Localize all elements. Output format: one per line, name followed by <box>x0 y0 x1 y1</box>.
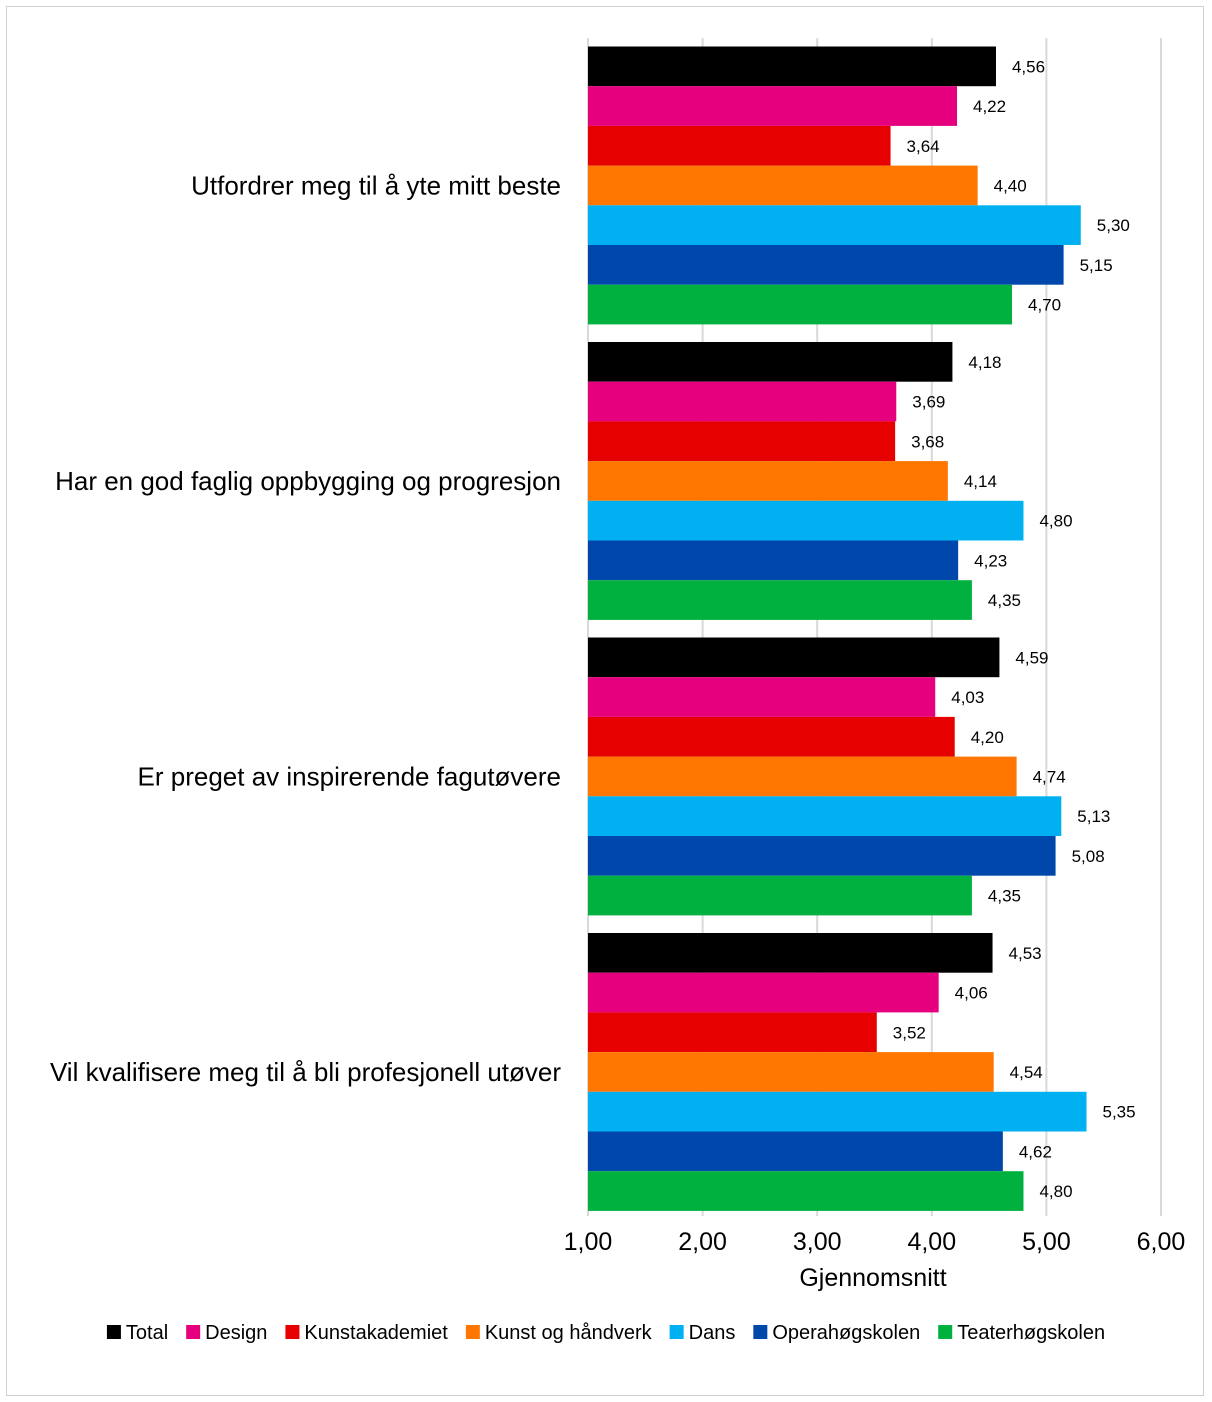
bar-value-label: 5,15 <box>1080 256 1113 275</box>
x-axis-title: Gjennomsnitt <box>799 1264 946 1292</box>
legend-label: Operahøgskolen <box>772 1322 920 1344</box>
bar <box>588 461 948 501</box>
bar-value-label: 4,35 <box>988 591 1021 610</box>
chart-frame <box>6 6 1204 1396</box>
bar-value-label: 4,18 <box>968 353 1001 372</box>
bar <box>588 1091 1087 1132</box>
bar <box>588 933 993 973</box>
category-label: Er preget av inspirerende fagutøvere <box>138 761 561 791</box>
bar <box>588 421 896 462</box>
bar-value-label: 4,06 <box>955 984 988 1003</box>
bar <box>588 580 972 620</box>
legend-swatch <box>669 1325 684 1339</box>
category-label: Vil kvalifisere meg til å bli profesjone… <box>50 1057 561 1087</box>
bar-value-label: 4,23 <box>974 551 1007 570</box>
bar-value-label: 4,35 <box>988 887 1021 906</box>
legend-label: Dans <box>689 1322 736 1344</box>
bar <box>588 796 1062 836</box>
legend-label: Kunstakademiet <box>304 1322 448 1344</box>
bar <box>588 756 1017 797</box>
legend-label: Teaterhøgskolen <box>957 1322 1105 1344</box>
x-tick-label: 5,00 <box>1022 1228 1071 1256</box>
bar <box>588 125 891 166</box>
bar-value-label: 4,20 <box>971 728 1004 747</box>
bar <box>588 205 1081 245</box>
bar-value-label: 5,30 <box>1097 216 1130 235</box>
bar-value-label: 3,64 <box>907 137 940 156</box>
bar <box>588 381 897 422</box>
bar <box>588 716 955 757</box>
legend-label: Kunst og håndverk <box>485 1322 653 1344</box>
x-tick-label: 1,00 <box>564 1228 613 1256</box>
bar-value-label: 4,62 <box>1019 1142 1052 1161</box>
bar-value-label: 5,08 <box>1072 847 1105 866</box>
bar <box>588 540 959 581</box>
bar <box>588 165 978 206</box>
x-tick-labels: 1,00 2,00 3,00 4,00 5,00 6,00 <box>564 1228 1186 1256</box>
bar-value-label: 4,59 <box>1015 648 1048 667</box>
bar-value-label: 3,68 <box>911 432 944 451</box>
bars <box>588 46 1087 1211</box>
bar-value-label: 3,52 <box>893 1023 926 1042</box>
bar <box>588 1012 877 1053</box>
legend-label: Design <box>205 1322 267 1344</box>
bar <box>588 245 1064 285</box>
bar-value-label: 4,22 <box>973 97 1006 116</box>
bar <box>588 284 1013 325</box>
bar <box>588 1052 994 1092</box>
legend: Total Design Kunstakademiet Kunst og håndve… <box>106 1322 1105 1344</box>
legend-swatch <box>938 1325 953 1339</box>
bar-value-label: 5,35 <box>1103 1103 1136 1122</box>
data-labels: 4,56 4,22 3,64 4,40 5,30 5,15 4,70 4,18 3,69 3,68… <box>893 57 1136 1201</box>
bar-value-label: 4,40 <box>994 176 1027 195</box>
bar-value-label: 5,13 <box>1077 807 1110 826</box>
bar <box>588 637 1000 678</box>
x-tick-label: 6,00 <box>1137 1228 1186 1256</box>
legend-swatch <box>465 1325 480 1339</box>
bar-value-label: 3,69 <box>912 393 945 412</box>
bar <box>588 46 996 87</box>
bar-value-label: 4,53 <box>1009 944 1042 963</box>
bar <box>588 500 1024 541</box>
x-tick-label: 4,00 <box>907 1228 956 1256</box>
bar <box>588 972 939 1013</box>
x-tick-label: 2,00 <box>678 1228 727 1256</box>
x-tick-label: 3,00 <box>793 1228 842 1256</box>
legend-swatch <box>106 1325 121 1339</box>
bar-value-label: 4,56 <box>1012 57 1045 76</box>
legend-swatch <box>285 1325 300 1339</box>
category-label: Har en god faglig oppbygging og progresj… <box>55 466 561 496</box>
bar <box>588 342 953 382</box>
bar-value-label: 4,54 <box>1010 1063 1043 1082</box>
bar <box>588 677 936 717</box>
category-labels: Utfordrer meg til å yte mitt beste Har en… <box>50 170 561 1086</box>
bar <box>588 836 1056 876</box>
bar-value-label: 4,70 <box>1028 296 1061 315</box>
bar-value-label: 4,74 <box>1033 767 1066 786</box>
bar-value-label: 4,80 <box>1039 1182 1072 1201</box>
bar <box>588 875 972 916</box>
bar <box>588 86 958 126</box>
legend-label: Total <box>126 1322 168 1344</box>
category-label: Utfordrer meg til å yte mitt beste <box>191 170 561 200</box>
bar-value-label: 4,03 <box>951 688 984 707</box>
legend-swatch <box>753 1325 768 1339</box>
bar <box>588 1131 1003 1172</box>
legend-swatch <box>186 1325 201 1339</box>
bar-value-label: 4,14 <box>964 472 997 491</box>
bar <box>588 1171 1024 1211</box>
bar-value-label: 4,80 <box>1039 512 1072 531</box>
